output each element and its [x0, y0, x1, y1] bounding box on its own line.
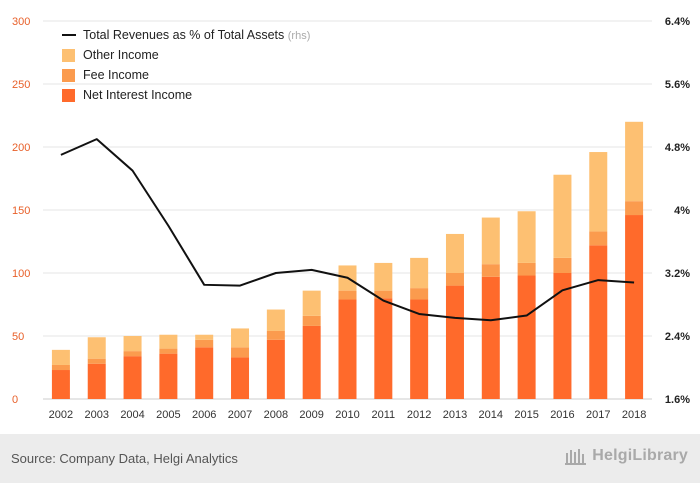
- bar-fee-income: [410, 288, 429, 300]
- x-tick-label: 2007: [228, 409, 252, 421]
- bar-fee-income: [445, 273, 464, 286]
- y-left-tick-label: 150: [12, 205, 30, 217]
- bar-other-income: [517, 211, 536, 263]
- bar-net-interest-income: [123, 356, 142, 399]
- bar-net-interest-income: [374, 298, 393, 399]
- bar-net-interest-income: [481, 276, 500, 399]
- y-right-tick-label: 4.8%: [665, 142, 690, 154]
- bar-other-income: [266, 309, 285, 331]
- bar-net-interest-income: [231, 357, 250, 399]
- x-tick-label: 2016: [550, 409, 574, 421]
- bar-fee-income: [589, 231, 608, 246]
- y-right-tick-label: 4%: [674, 205, 690, 217]
- bar-net-interest-income: [87, 363, 106, 399]
- bar-net-interest-income: [445, 285, 464, 399]
- y-right-tick-label: 6.4%: [665, 16, 690, 28]
- bar-fee-income: [302, 315, 321, 326]
- y-right-tick-label: 2.4%: [665, 331, 690, 343]
- y-left-tick-label: 50: [12, 331, 24, 343]
- bar-net-interest-income: [338, 299, 357, 399]
- bar-other-income: [231, 328, 250, 348]
- bar-other-income: [87, 337, 106, 359]
- bar-other-income: [51, 349, 70, 365]
- bar-net-interest-income: [302, 325, 321, 399]
- bar-other-income: [123, 336, 142, 352]
- line-series-revenue-to-assets: [60, 138, 635, 322]
- bar-other-income: [481, 217, 500, 265]
- x-tick-label: 2004: [120, 409, 144, 421]
- x-tick-label: 2003: [84, 409, 108, 421]
- x-tick-label: 2005: [156, 409, 180, 421]
- bar-other-income: [410, 257, 429, 289]
- x-tick-label: 2009: [299, 409, 323, 421]
- bar-other-income: [589, 152, 608, 232]
- x-tick-label: 2014: [479, 409, 503, 421]
- legend-label: Fee Income: [83, 68, 149, 82]
- bar-other-income: [374, 262, 393, 291]
- y-left-tick-label: 250: [12, 79, 30, 91]
- x-tick-label: 2010: [335, 409, 359, 421]
- bar-other-income: [195, 334, 214, 340]
- y-left-tick-label: 300: [12, 16, 30, 28]
- library-icon: [565, 449, 587, 465]
- legend-label: Other Income: [83, 48, 159, 62]
- bar-net-interest-income: [410, 299, 429, 399]
- legend-label: Total Revenues as % of Total Assets (rhs…: [83, 28, 310, 42]
- bar-net-interest-income: [266, 339, 285, 399]
- legend-label: Net Interest Income: [83, 88, 192, 102]
- bar-net-interest-income: [195, 347, 214, 399]
- y-right-tick-label: 3.2%: [665, 268, 690, 280]
- bar-fee-income: [266, 330, 285, 340]
- bar-net-interest-income: [625, 215, 644, 399]
- bar-other-income: [553, 174, 572, 258]
- bar-fee-income: [87, 358, 106, 364]
- legend-swatch: [62, 49, 75, 62]
- bar-net-interest-income: [553, 273, 572, 399]
- x-tick-label: 2006: [192, 409, 216, 421]
- x-tick-label: 2008: [264, 409, 288, 421]
- bar-net-interest-income: [589, 245, 608, 399]
- x-tick-label: 2013: [443, 409, 467, 421]
- brand-logo[interactable]: HelgiLibrary: [565, 447, 688, 465]
- legend-swatch: [62, 89, 75, 102]
- x-tick-label: 2015: [514, 409, 538, 421]
- y-right-tick-label: 1.6%: [665, 394, 690, 406]
- bar-fee-income: [123, 351, 142, 357]
- bar-other-income: [445, 233, 464, 273]
- x-tick-label: 2017: [586, 409, 610, 421]
- bar-fee-income: [553, 257, 572, 273]
- y-left-tick-label: 100: [12, 268, 30, 280]
- y-left-tick-label: 200: [12, 142, 30, 154]
- bar-fee-income: [159, 348, 178, 354]
- bar-fee-income: [481, 264, 500, 277]
- chart-canvas: 0 50 100 150 200 250 300 1.6% 2.4% 3.2% 4% 4.8% 5.6%…: [12, 16, 690, 421]
- bar-net-interest-income: [159, 353, 178, 399]
- bar-fee-income: [374, 290, 393, 299]
- legend-swatch: [62, 69, 75, 82]
- bar-fee-income: [231, 347, 250, 358]
- bar-other-income: [302, 290, 321, 316]
- bar-other-income: [625, 121, 644, 202]
- bar-net-interest-income: [51, 370, 70, 399]
- legend-label-suffix: (rhs): [288, 30, 311, 42]
- y-right-tick-label: 5.6%: [665, 79, 690, 91]
- x-tick-label: 2018: [622, 409, 646, 421]
- brand-name: HelgiLibrary: [592, 447, 688, 464]
- source-note: Source: Company Data, Helgi Analytics: [11, 451, 238, 466]
- bar-fee-income: [338, 290, 357, 300]
- bar-fee-income: [517, 262, 536, 276]
- bar-fee-income: [195, 339, 214, 348]
- x-tick-label: 2011: [371, 409, 395, 421]
- bar-net-interest-income: [517, 275, 536, 399]
- y-left-tick-label: 0: [12, 394, 18, 406]
- x-tick-label: 2012: [407, 409, 431, 421]
- bar-fee-income: [625, 201, 644, 216]
- bar-other-income: [159, 334, 178, 349]
- x-tick-label: 2002: [49, 409, 73, 421]
- bar-fee-income: [51, 364, 70, 371]
